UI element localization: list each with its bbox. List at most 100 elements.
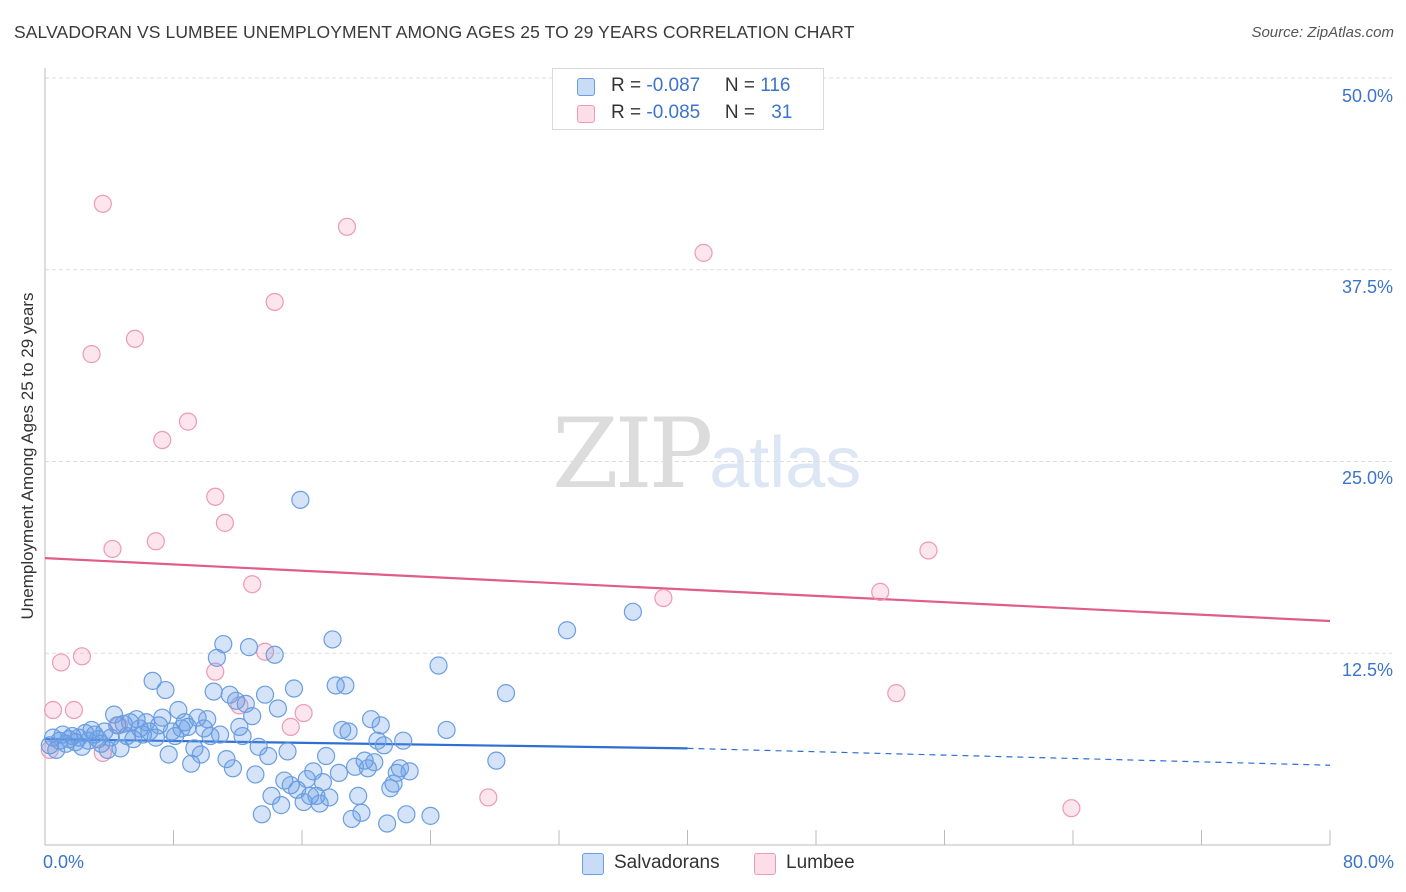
legend-r-value: -0.087 [646,75,701,96]
data-point-lumbee [243,575,262,594]
data-point-salvadorans [262,786,281,806]
data-point-salvadorans [217,749,236,769]
data-point-lumbee [871,582,890,601]
data-point-salvadorans [252,805,271,824]
legend-box: R = -0.087 N = 116 R = -0.085 N = 31 [552,68,824,130]
data-point-salvadorans [204,682,223,701]
trend-layer [44,557,1331,766]
data-point-lumbee [64,700,84,720]
points-lumbee [40,194,1081,818]
data-point-salvadorans [320,788,339,807]
data-point-salvadorans [239,638,259,657]
data-point-salvadorans [249,737,268,756]
data-point-salvadorans [124,730,143,749]
trend-line-lumbee [44,557,1331,623]
data-point-salvadorans [623,602,642,621]
data-point-lumbee [51,653,71,672]
y-tick-label: 37.5% [1341,277,1393,297]
data-point-salvadorans [326,676,345,695]
y-axis-label: Unemployment Among Ages 25 to 29 years [18,292,37,620]
data-point-salvadorans [198,710,217,729]
data-point-salvadorans [178,717,198,736]
source-credit: Source: ZipAtlas.com [1251,24,1394,41]
data-point-salvadorans [487,751,506,770]
data-point-salvadorans [329,763,349,783]
legend-r-label: R = [611,102,647,123]
data-point-lumbee [72,647,92,666]
x-tick-label: 0.0% [43,852,85,872]
y-tick-label: 25.0% [1341,468,1393,488]
data-point-lumbee [125,329,145,348]
data-point-salvadorans [333,720,352,740]
legend-swatch-lumbee [577,105,595,123]
data-point-salvadorans [352,803,371,822]
data-point-salvadorans [214,634,233,654]
data-point-salvadorans [156,680,175,700]
data-point-salvadorans [300,786,320,806]
axis-layer [44,68,1331,846]
bottom-legend-label: Salvadorans [614,852,720,873]
data-point-lumbee [1062,799,1081,818]
data-point-lumbee [93,743,112,763]
data-point-salvadorans [268,699,288,718]
data-point-salvadorans [316,746,336,766]
bottom-legend-label: Lumbee [786,852,855,873]
chart-title: SALVADORAN VS LUMBEE UNEMPLOYMENT AMONG … [14,22,855,42]
data-point-salvadorans [255,685,275,704]
data-point-salvadorans [153,708,172,727]
data-point-salvadorans [384,774,403,793]
trend-line-extension [687,747,1331,766]
data-point-salvadorans [371,716,390,735]
data-point-lumbee [694,243,713,262]
data-point-lumbee [103,539,122,559]
data-point-salvadorans [159,745,178,764]
data-point-salvadorans [313,773,332,792]
data-point-salvadorans [275,771,294,790]
data-point-salvadorans [397,805,416,824]
data-point-lumbee [887,684,906,703]
data-point-salvadorans [557,621,577,640]
data-point-salvadorans [233,726,252,746]
data-point-lumbee [215,513,234,532]
data-point-salvadorans [349,786,368,806]
data-point-salvadorans [339,722,358,741]
points-salvadoran [40,490,642,833]
data-point-salvadorans [278,742,297,761]
data-point-salvadorans [191,745,210,764]
data-point-salvadorans [368,731,387,750]
data-point-lumbee [337,217,357,236]
legend-n-label: N = [724,102,761,123]
data-point-lumbee [265,292,284,312]
legend-r-label: R = [611,75,647,96]
data-point-salvadorans [336,676,355,695]
data-point-salvadorans [243,707,262,726]
data-point-salvadorans [323,630,342,649]
data-point-salvadorans [365,753,384,772]
data-point-salvadorans [210,725,230,744]
legend-n-label: N = [724,75,761,96]
data-point-salvadorans [246,765,265,784]
data-point-lumbee [919,541,938,560]
data-point-salvadorans [378,814,397,833]
data-point-lumbee [281,717,300,736]
data-point-salvadorans [182,754,201,773]
y-tick-label: 50.0% [1341,86,1393,106]
data-point-salvadorans [394,731,413,750]
data-point-lumbee [654,588,673,608]
data-point-salvadorans [291,490,310,509]
trend-line-salvadorans [44,738,688,750]
data-point-salvadorans [281,776,300,795]
bottom-legend-swatch-lumbee [754,853,776,875]
data-point-lumbee [82,345,101,364]
data-point-lumbee [153,430,172,450]
data-point-salvadorans [496,684,516,703]
data-point-salvadorans [265,645,284,664]
watermark-atlas: atlas [709,423,862,503]
data-point-salvadorans [400,762,419,781]
watermark-zip: ZIP [552,398,713,510]
data-point-lumbee [43,700,63,720]
data-point-lumbee [146,532,165,551]
data-point-lumbee [206,662,225,681]
data-point-salvadorans [374,736,394,755]
